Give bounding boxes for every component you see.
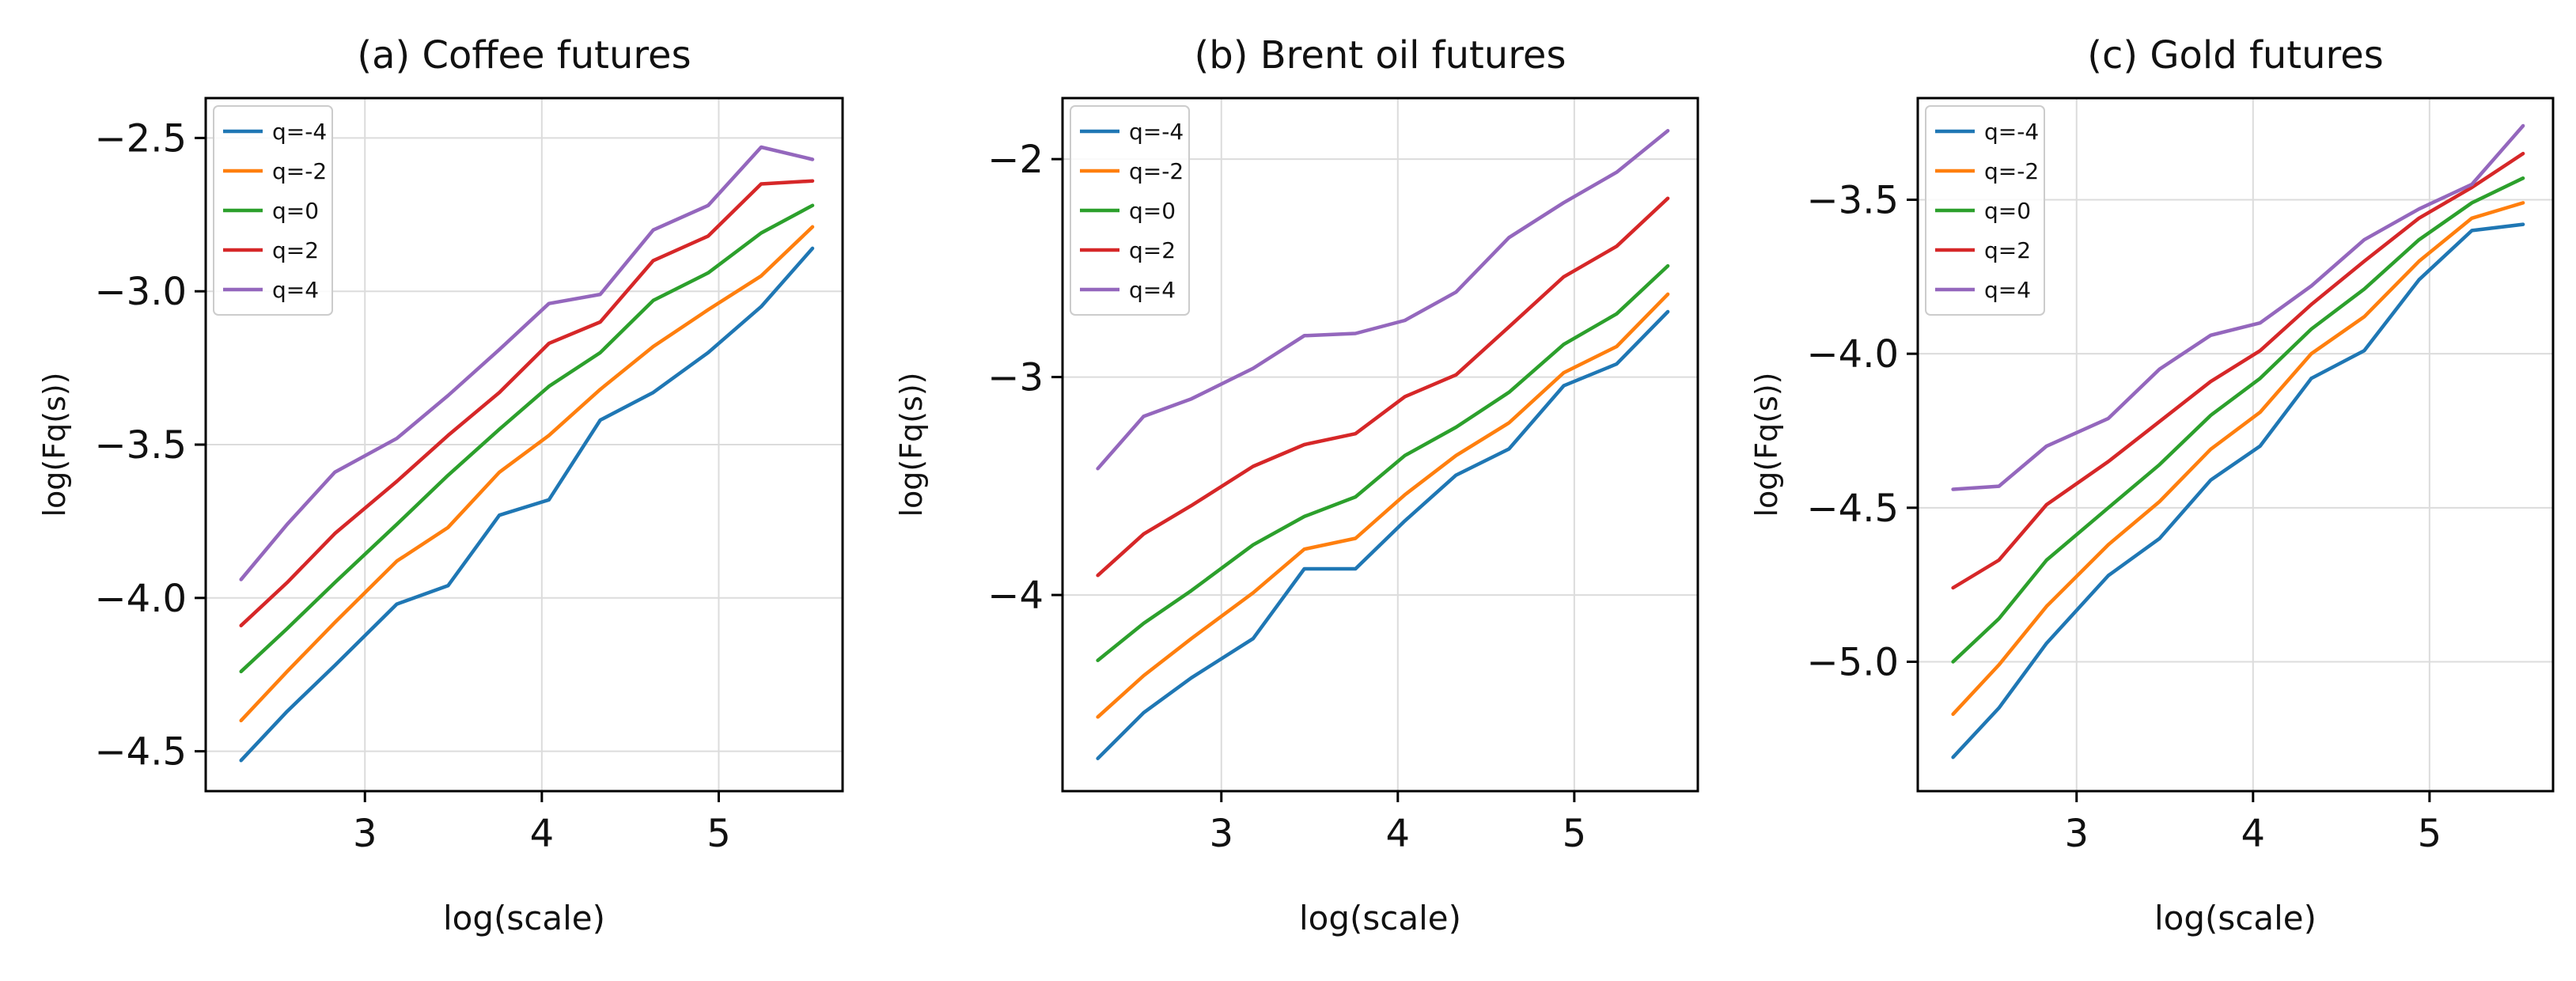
axes-frame [1916, 97, 2555, 793]
panel-1: 3 4 5 −4.5 −4.0 −3.5 −3.0 −2.5 (a) Coffee future… [37, 33, 844, 937]
x-tick-label: 4 [530, 812, 555, 856]
legend: q=-4 q=-2 q=0 q=2 q=4 [1070, 105, 1190, 316]
y-axis-label: log(Fq(s)) [37, 372, 72, 517]
series-line-q=-2 [239, 225, 815, 723]
x-tick-label: 4 [2241, 812, 2266, 856]
y-tick-label: −2.5 [94, 116, 187, 161]
x-tick-label: 3 [1209, 812, 1233, 856]
series-line-q=0 [239, 203, 815, 674]
series-line-q=4 [239, 145, 815, 581]
legend-label: q=-4 [1984, 119, 2039, 145]
y-tick-label: −4.0 [94, 577, 187, 621]
legend-label: q=4 [272, 277, 319, 303]
series-line-q=-2 [1096, 292, 1670, 719]
legend-label: q=-4 [1129, 119, 1184, 145]
panel-2: 3 4 5 −4 −3 −2 (b) Brent oil futures log(scale)… [894, 33, 1699, 937]
x-axis-label: log(scale) [2154, 899, 2317, 937]
x-tick-label: 5 [707, 812, 731, 856]
y-tick-label: −3 [987, 356, 1044, 400]
legend-label: q=2 [1984, 237, 2031, 263]
legend-box [1070, 105, 1190, 316]
legend-box [213, 105, 333, 316]
legend-label: q=-2 [272, 158, 327, 184]
y-tick-label: −3.5 [1806, 178, 1899, 222]
legend-label: q=0 [1984, 198, 2031, 224]
legend-label: q=4 [1129, 277, 1176, 303]
chart-title: (c) Gold futures [2087, 33, 2384, 78]
chart-title: (b) Brent oil futures [1195, 33, 1566, 78]
y-tick-label: −5.0 [1806, 640, 1899, 684]
x-axis-label: log(scale) [443, 899, 605, 937]
y-tick-label: −2 [987, 138, 1044, 182]
axes-frame [1061, 97, 1699, 793]
x-tick-label: 3 [353, 812, 377, 856]
series-line-q=4 [1096, 129, 1670, 471]
x-tick-label: 4 [1386, 812, 1411, 856]
legend-label: q=2 [1129, 237, 1176, 263]
chart-title: (a) Coffee futures [357, 33, 691, 78]
series-line-q=2 [239, 179, 815, 627]
series-line-q=-4 [1096, 309, 1670, 760]
y-tick-label: −4.5 [94, 730, 187, 775]
y-axis-label: log(Fq(s)) [1749, 372, 1784, 517]
x-tick-label: 5 [2418, 812, 2442, 856]
legend-label: q=0 [1129, 198, 1176, 224]
y-axis-label: log(Fq(s)) [894, 372, 929, 517]
series-line-q=-4 [1951, 222, 2525, 759]
series-line-q=-4 [239, 246, 815, 763]
series-line-q=2 [1096, 196, 1670, 578]
y-tick-label: −4.5 [1806, 487, 1899, 531]
legend-box [1925, 105, 2045, 316]
series-line-q=4 [1951, 123, 2525, 491]
series-line-q=0 [1096, 263, 1670, 662]
legend-label: q=-2 [1129, 158, 1184, 184]
y-tick-label: −4 [987, 574, 1044, 618]
legend-label: q=0 [272, 198, 319, 224]
y-tick-label: −3.0 [94, 270, 187, 314]
legend-label: q=-4 [272, 119, 327, 145]
legend: q=-4 q=-2 q=0 q=2 q=4 [1925, 105, 2045, 316]
series-line-q=-2 [1951, 201, 2525, 716]
legend-label: q=4 [1984, 277, 2031, 303]
x-tick-label: 5 [1563, 812, 1587, 856]
series-line-q=0 [1951, 176, 2525, 664]
legend-label: q=-2 [1984, 158, 2039, 184]
y-tick-label: −4.0 [1806, 332, 1899, 377]
panel-3: 3 4 5 −5.0 −4.5 −4.0 −3.5 (c) Gold futures log(s… [1749, 33, 2555, 937]
y-tick-label: −3.5 [94, 423, 187, 468]
series-line-q=2 [1951, 151, 2525, 590]
x-axis-label: log(scale) [1299, 899, 1461, 937]
legend: q=-4 q=-2 q=0 q=2 q=4 [213, 105, 333, 316]
x-tick-label: 3 [2064, 812, 2089, 856]
legend-label: q=2 [272, 237, 319, 263]
